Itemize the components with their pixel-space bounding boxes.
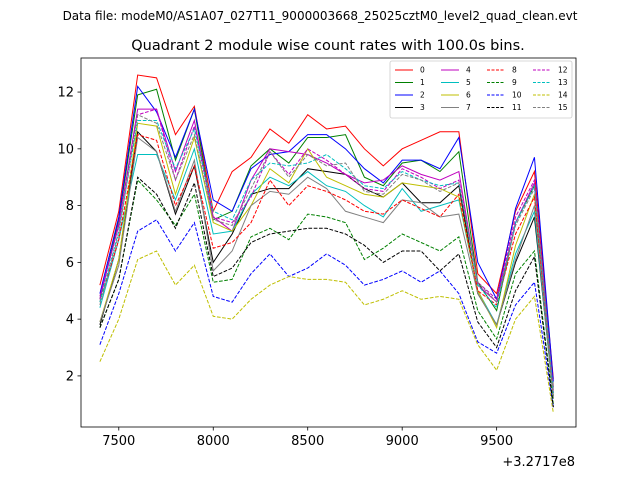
legend-label-10: 10 [512,91,522,100]
series-line-0 [99,74,554,379]
axes-frame [80,57,577,428]
x-tick-label: 9500 [480,434,513,449]
legend-label-2: 2 [420,91,425,100]
legend-label-13: 13 [558,78,568,87]
plot-area [99,74,554,413]
x-tick-label: 8000 [197,434,230,449]
legend-box [389,60,573,119]
series-line-14 [99,250,554,413]
y-tick-label: 2 [66,369,74,384]
series-line-15 [99,114,554,393]
y-tick-label: 8 [66,199,74,214]
x-tick-label: 7500 [102,434,135,449]
y-tick-label: 4 [66,313,74,328]
legend-label-7: 7 [466,103,471,112]
series-line-1 [99,88,554,388]
series-line-13 [99,119,554,393]
x-axis-offset-label: +3.2717e8 [502,455,575,470]
x-tick-label: 9000 [386,434,419,449]
legend-label-1: 1 [420,78,425,87]
series-line-11 [99,176,554,408]
series-line-6 [99,122,554,399]
legend-label-15: 15 [558,103,568,112]
legend-label-11: 11 [512,103,522,112]
legend-label-4: 4 [466,66,471,75]
y-tick-label: 6 [66,256,74,271]
legend-label-5: 5 [466,78,471,87]
x-tick-label: 8500 [291,434,324,449]
legend-label-3: 3 [420,103,425,112]
y-tick-label: 10 [57,142,74,157]
series-line-9 [99,178,554,405]
legend-label-6: 6 [466,91,471,100]
legend-label-0: 0 [420,66,425,75]
legend-label-12: 12 [558,66,568,75]
legend-label-14: 14 [558,91,568,100]
legend-label-8: 8 [512,66,517,75]
series-line-12 [99,108,554,393]
series-line-3 [99,130,554,396]
chart-suptitle: Data file: modeM0/AS1A07_027T11_90000036… [63,9,578,23]
y-tick-label: 12 [57,86,74,101]
series-line-2 [99,85,554,382]
chart-title: Quadrant 2 module wise count rates with … [131,38,525,54]
legend-label-9: 9 [512,78,517,87]
series-line-10 [99,219,554,408]
series-line-7 [99,136,554,399]
